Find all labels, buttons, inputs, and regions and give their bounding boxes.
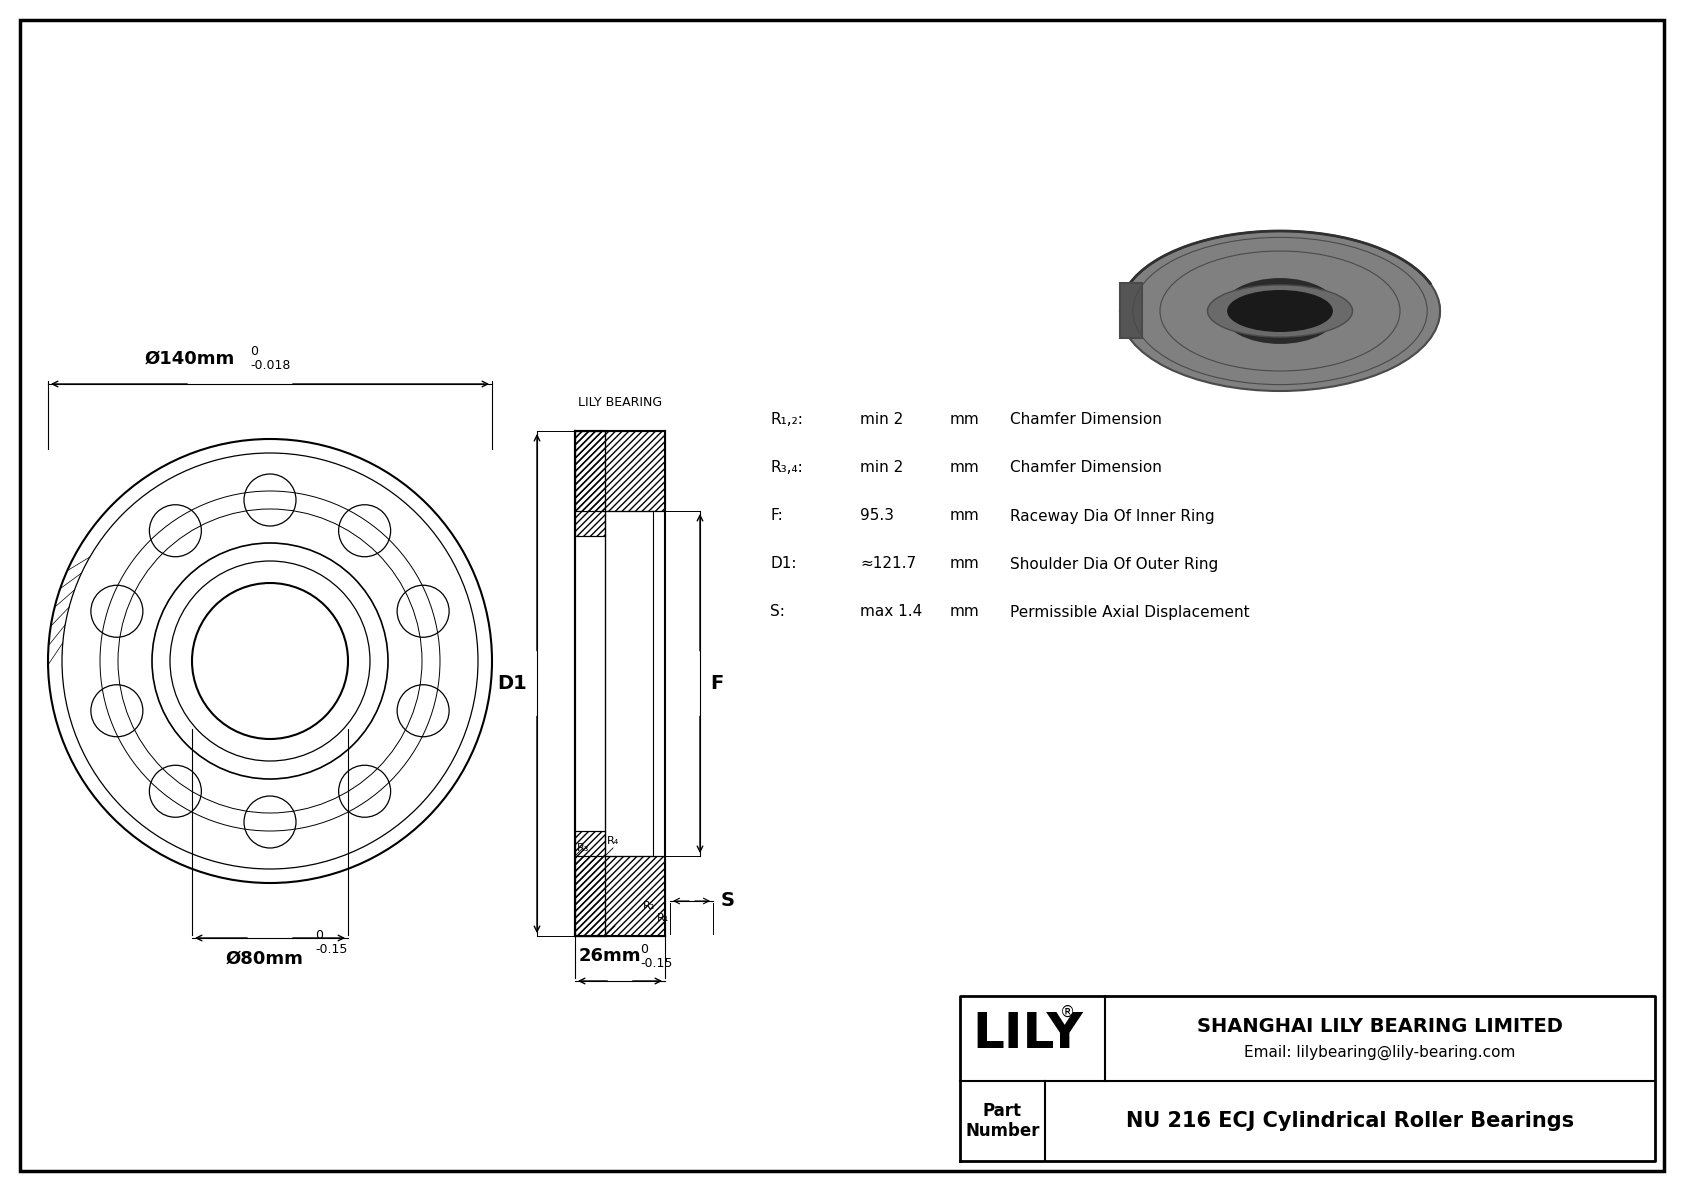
Bar bbox=[574, 431, 605, 536]
Text: Ø80mm: Ø80mm bbox=[226, 950, 303, 968]
Text: D1:: D1: bbox=[770, 556, 797, 572]
Text: mm: mm bbox=[950, 556, 980, 572]
Ellipse shape bbox=[1207, 285, 1352, 337]
Bar bbox=[574, 431, 665, 511]
Text: R₄: R₄ bbox=[606, 836, 620, 846]
Text: mm: mm bbox=[950, 461, 980, 475]
Text: 0: 0 bbox=[249, 345, 258, 358]
Ellipse shape bbox=[1223, 279, 1339, 343]
Text: Raceway Dia Of Inner Ring: Raceway Dia Of Inner Ring bbox=[1010, 509, 1214, 524]
Text: SHANGHAI LILY BEARING LIMITED: SHANGHAI LILY BEARING LIMITED bbox=[1197, 1017, 1563, 1036]
Bar bbox=[1120, 283, 1142, 338]
Text: -0.15: -0.15 bbox=[315, 943, 347, 956]
Text: S:: S: bbox=[770, 605, 785, 619]
Text: mm: mm bbox=[950, 412, 980, 428]
Text: S: S bbox=[721, 892, 734, 910]
Text: F:: F: bbox=[770, 509, 783, 524]
Bar bbox=[574, 856, 665, 936]
Text: mm: mm bbox=[950, 605, 980, 619]
Text: Email: lilybearing@lily-bearing.com: Email: lilybearing@lily-bearing.com bbox=[1244, 1045, 1516, 1060]
Text: 0: 0 bbox=[315, 929, 323, 942]
Text: ≈121.7: ≈121.7 bbox=[861, 556, 916, 572]
Text: ®: ® bbox=[1059, 1005, 1074, 1019]
Text: R₁: R₁ bbox=[657, 913, 669, 923]
Text: -0.018: -0.018 bbox=[249, 358, 290, 372]
Text: LILY BEARING: LILY BEARING bbox=[578, 395, 662, 409]
Text: Part
Number: Part Number bbox=[965, 1102, 1039, 1141]
Text: Permissible Axial Displacement: Permissible Axial Displacement bbox=[1010, 605, 1250, 619]
Text: Shoulder Dia Of Outer Ring: Shoulder Dia Of Outer Ring bbox=[1010, 556, 1218, 572]
Text: LILY: LILY bbox=[972, 1010, 1083, 1059]
Bar bbox=[574, 831, 605, 936]
Text: min 2: min 2 bbox=[861, 412, 903, 428]
Text: 26mm: 26mm bbox=[579, 947, 642, 965]
Text: D1: D1 bbox=[497, 674, 527, 693]
Ellipse shape bbox=[1228, 291, 1332, 331]
Text: R₃: R₃ bbox=[578, 843, 589, 853]
Text: 0: 0 bbox=[640, 943, 648, 956]
Text: Chamfer Dimension: Chamfer Dimension bbox=[1010, 412, 1162, 428]
Ellipse shape bbox=[1120, 231, 1440, 391]
Text: 95.3: 95.3 bbox=[861, 509, 894, 524]
Text: -0.15: -0.15 bbox=[640, 958, 672, 969]
Text: R₁,₂:: R₁,₂: bbox=[770, 412, 803, 428]
Text: Ø140mm: Ø140mm bbox=[145, 350, 236, 368]
Text: min 2: min 2 bbox=[861, 461, 903, 475]
Text: Chamfer Dimension: Chamfer Dimension bbox=[1010, 461, 1162, 475]
Text: NU 216 ECJ Cylindrical Roller Bearings: NU 216 ECJ Cylindrical Roller Bearings bbox=[1127, 1111, 1575, 1131]
Text: mm: mm bbox=[950, 509, 980, 524]
Text: F: F bbox=[711, 674, 722, 693]
Text: R₃,₄:: R₃,₄: bbox=[770, 461, 803, 475]
Ellipse shape bbox=[1120, 241, 1440, 381]
Text: max 1.4: max 1.4 bbox=[861, 605, 923, 619]
Text: R₂: R₂ bbox=[643, 902, 655, 911]
